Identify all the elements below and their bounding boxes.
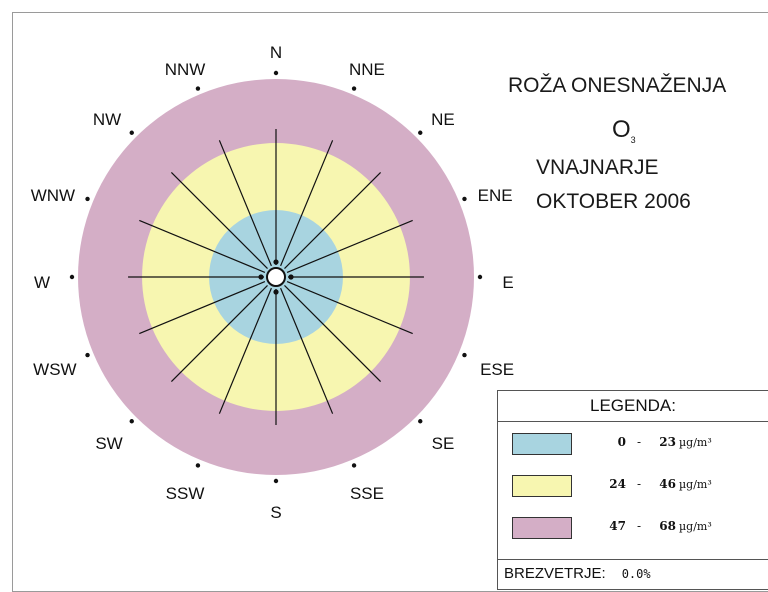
rose-spoke-nw [170, 171, 268, 269]
rose-spoke-nne [280, 140, 334, 267]
rose-spoke-wnw [139, 219, 266, 273]
rose-tick-sse [351, 463, 357, 468]
rose-center-marker [273, 259, 279, 265]
pollutant-label: O3 [612, 116, 636, 145]
rose-tick-nne [351, 86, 357, 91]
direction-label-e: E [502, 273, 513, 292]
rose-center-marker [273, 289, 279, 295]
legend-min: 24 [609, 477, 626, 491]
legend-unit: µg/m³ [679, 478, 712, 491]
direction-label-nw: NW [93, 110, 121, 129]
legend-row: 0- 23 µg/m³ [512, 431, 768, 459]
rose-tick-se [418, 419, 423, 424]
direction-label-w: W [34, 273, 50, 292]
rose-spoke-ene [286, 219, 413, 273]
legend-range: 0- 23 µg/m³ [592, 435, 768, 449]
rose-tick-ne [418, 130, 423, 135]
legend-dash: - [636, 477, 642, 491]
rose-spoke-se [284, 285, 382, 383]
rose-spoke-ese [286, 281, 413, 335]
legend-max: 46 [659, 477, 676, 491]
direction-label-s: S [270, 503, 281, 522]
rose-tick-sw [129, 419, 134, 424]
rose-tick-ene [462, 196, 467, 202]
direction-label-sse: SSE [350, 484, 384, 503]
legend-swatch [512, 433, 572, 455]
rose-spoke-nnw [218, 140, 272, 267]
rose-spoke-wsw [139, 281, 266, 335]
legend-title: LEGENDA: [590, 396, 676, 415]
rose-center-marker [258, 274, 264, 280]
legend: LEGENDA: 0-23 µg/m³ 24-46 µg/m³ 47-68 µg/m³… [497, 390, 768, 590]
pollutant-subscript: 3 [630, 135, 636, 145]
rose-center-hub [266, 267, 286, 287]
direction-label-n: N [270, 43, 282, 62]
legend-unit: µg/m³ [679, 436, 712, 449]
rose-spoke-ssw [218, 287, 272, 414]
rose-center-marker [288, 274, 294, 280]
legend-row: 47- 68 µg/m³ [512, 515, 768, 543]
legend-range: 47- 68 µg/m³ [592, 519, 768, 533]
legend-row: 24- 46 µg/m³ [512, 473, 768, 501]
direction-label-sw: SW [95, 434, 122, 453]
legend-range: 24- 46 µg/m³ [592, 477, 768, 491]
calm-row: BREZVETRJE: 0.0% [504, 565, 651, 582]
legend-min: 47 [609, 519, 626, 533]
calm-label: BREZVETRJE: [504, 565, 606, 582]
legend-max: 23 [659, 435, 676, 449]
legend-swatch [512, 475, 572, 497]
direction-label-se: SE [432, 434, 455, 453]
direction-label-wsw: WSW [33, 360, 76, 379]
rose-tick-n [273, 70, 279, 76]
direction-label-nnw: NNW [165, 60, 206, 79]
legend-min: 0 [617, 435, 626, 449]
rose-tick-e [477, 274, 483, 280]
pollutant-symbol: O [612, 116, 631, 143]
rose-tick-nnw [195, 86, 201, 91]
legend-dash: - [636, 519, 642, 533]
legend-unit: µg/m³ [679, 520, 712, 533]
rose-tick-wnw [85, 196, 90, 202]
rose-tick-ssw [195, 463, 201, 468]
chart-title: ROŽA ONESNAŽENJA [508, 74, 727, 97]
direction-label-ese: ESE [480, 360, 514, 379]
calm-value: 0.0% [621, 567, 651, 581]
rose-spoke-sw [170, 285, 268, 383]
rose-tick-ese [462, 352, 467, 358]
rose-tick-wsw [85, 352, 90, 358]
rose-spoke-sse [280, 287, 334, 414]
direction-label-ene: ENE [478, 186, 513, 205]
direction-label-nne: NNE [349, 60, 385, 79]
legend-max: 68 [659, 519, 676, 533]
legend-divider [498, 559, 768, 560]
legend-dash: - [636, 435, 642, 449]
direction-label-ne: NE [431, 110, 455, 129]
rose-tick-s [273, 478, 279, 484]
rose-tick-nw [129, 130, 134, 135]
station-name: VNAJNARJE [536, 156, 659, 179]
rose-spoke-ne [284, 171, 382, 269]
period-label: OKTOBER 2006 [536, 190, 691, 213]
direction-label-wnw: WNW [31, 186, 75, 205]
rose-tick-w [69, 274, 75, 280]
direction-label-ssw: SSW [166, 484, 205, 503]
legend-divider [498, 421, 768, 422]
legend-swatch [512, 517, 572, 539]
